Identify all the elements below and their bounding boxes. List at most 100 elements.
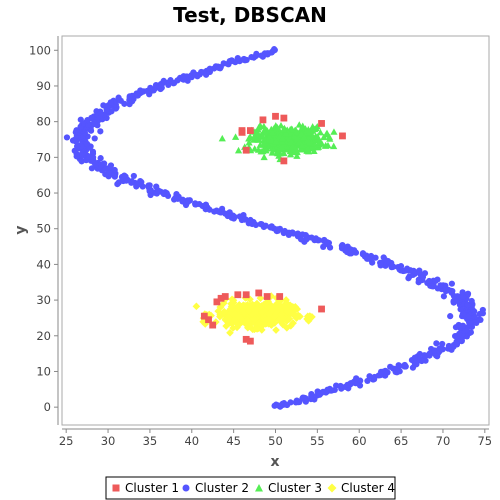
cluster-3-point xyxy=(277,122,285,129)
legend-label: Cluster 4 xyxy=(341,481,395,495)
cluster-2-point xyxy=(240,55,248,63)
cluster-2-point xyxy=(224,212,231,220)
cluster-2-point xyxy=(347,246,354,253)
cluster-4-point xyxy=(240,309,249,317)
cluster-4-point xyxy=(226,328,234,337)
cluster-3-point xyxy=(255,136,263,143)
cluster-4-point xyxy=(225,319,233,328)
cluster-4-point xyxy=(275,316,283,324)
cluster-4-point xyxy=(282,304,290,313)
cluster-4-point xyxy=(201,320,210,328)
cluster-4-point xyxy=(286,322,295,330)
cluster-2-point xyxy=(77,116,84,123)
cluster-4-point xyxy=(234,321,243,329)
cluster-3-point xyxy=(321,142,330,149)
y-tick-label: 60 xyxy=(36,186,51,200)
cluster-2-point xyxy=(371,376,378,383)
cluster-4-point xyxy=(294,311,303,320)
cluster-3-point xyxy=(231,133,240,140)
cluster-4-point xyxy=(216,303,224,311)
cluster-2-point xyxy=(382,256,389,264)
cluster-3-point xyxy=(304,145,312,152)
cluster-4-point xyxy=(292,314,301,322)
cluster-2-point xyxy=(106,164,114,171)
cluster-3-point xyxy=(330,128,338,135)
cluster-4-point xyxy=(290,310,299,318)
cluster-3-point xyxy=(323,129,331,137)
cluster-2-point xyxy=(456,330,463,337)
cluster-2-point xyxy=(72,138,80,145)
y-tick-label: 30 xyxy=(36,293,51,307)
x-tick-label: 70 xyxy=(436,434,451,448)
cluster-4-point xyxy=(267,321,276,329)
cluster-3-point xyxy=(280,126,288,133)
cluster-2-point xyxy=(431,347,438,354)
cluster-1-point xyxy=(242,291,250,299)
cluster-2-point xyxy=(276,225,284,232)
cluster-4-point xyxy=(226,305,235,314)
cluster-3-point xyxy=(288,125,296,133)
cluster-2-point xyxy=(160,190,168,198)
cluster-1-point xyxy=(234,291,242,299)
cluster-4-point xyxy=(265,310,273,318)
cluster-2-point xyxy=(247,216,254,224)
cluster-2-point xyxy=(98,161,105,168)
cluster-2-point xyxy=(160,77,167,85)
cluster-2-point xyxy=(464,301,471,308)
cluster-2-point xyxy=(91,120,98,128)
cluster-1-point xyxy=(339,132,346,140)
cluster-2-point xyxy=(130,172,137,180)
cluster-4-point xyxy=(264,315,273,324)
cluster-3-point xyxy=(304,136,312,144)
x-tick-label: 60 xyxy=(352,434,367,448)
cluster-3-point xyxy=(262,146,270,154)
cluster-2-point xyxy=(459,289,466,296)
cluster-1-point xyxy=(213,298,221,306)
cluster-4-point xyxy=(244,307,253,315)
cluster-3-point xyxy=(293,134,301,142)
cluster-4-point xyxy=(234,312,243,321)
cluster-2-point xyxy=(184,197,191,204)
cluster-2-point xyxy=(404,265,411,272)
cluster-2-point xyxy=(436,345,443,352)
cluster-3-point xyxy=(245,139,253,146)
y-tick-label: 10 xyxy=(36,364,51,378)
cluster-1-point xyxy=(276,293,284,300)
cluster-3-point xyxy=(272,137,280,145)
cluster-1-point xyxy=(263,293,271,300)
cluster-2-point xyxy=(366,373,373,380)
cluster-2-point xyxy=(468,297,475,305)
cluster-3-point xyxy=(304,126,312,133)
cluster-4-point xyxy=(231,309,240,318)
cluster-4-point xyxy=(234,303,243,312)
cluster-4-point xyxy=(199,317,207,326)
cluster-2-point xyxy=(402,363,409,370)
y-tick-label: 80 xyxy=(36,115,51,129)
cluster-2-point xyxy=(337,382,344,390)
cluster-4-point xyxy=(253,325,261,333)
cluster-4-point xyxy=(261,299,270,307)
cluster-1-point xyxy=(318,120,325,127)
cluster-4-point xyxy=(283,324,291,332)
legend-swatch-cluster-2 xyxy=(182,484,190,492)
cluster-2-point xyxy=(180,75,187,82)
y-tick-label: 70 xyxy=(36,150,51,164)
cluster-1-point xyxy=(205,316,212,324)
cluster-2-point xyxy=(344,381,351,388)
cluster-2-point xyxy=(145,182,152,189)
cluster-2-point xyxy=(172,194,179,202)
cluster-4-point xyxy=(285,315,294,323)
cluster-4-point xyxy=(224,313,233,322)
cluster-4-point xyxy=(272,326,280,334)
cluster-4-point xyxy=(220,299,228,307)
cluster-3-point xyxy=(268,136,276,144)
cluster-1-point xyxy=(318,305,325,313)
cluster-3-point xyxy=(273,123,282,131)
cluster-2-point xyxy=(479,306,486,314)
cluster-1-point xyxy=(242,335,250,343)
cluster-2-point xyxy=(115,94,122,101)
cluster-2-point xyxy=(433,340,440,347)
cluster-2-point xyxy=(97,155,104,162)
cluster-4-point xyxy=(251,319,259,328)
x-tick-label: 50 xyxy=(268,434,283,448)
